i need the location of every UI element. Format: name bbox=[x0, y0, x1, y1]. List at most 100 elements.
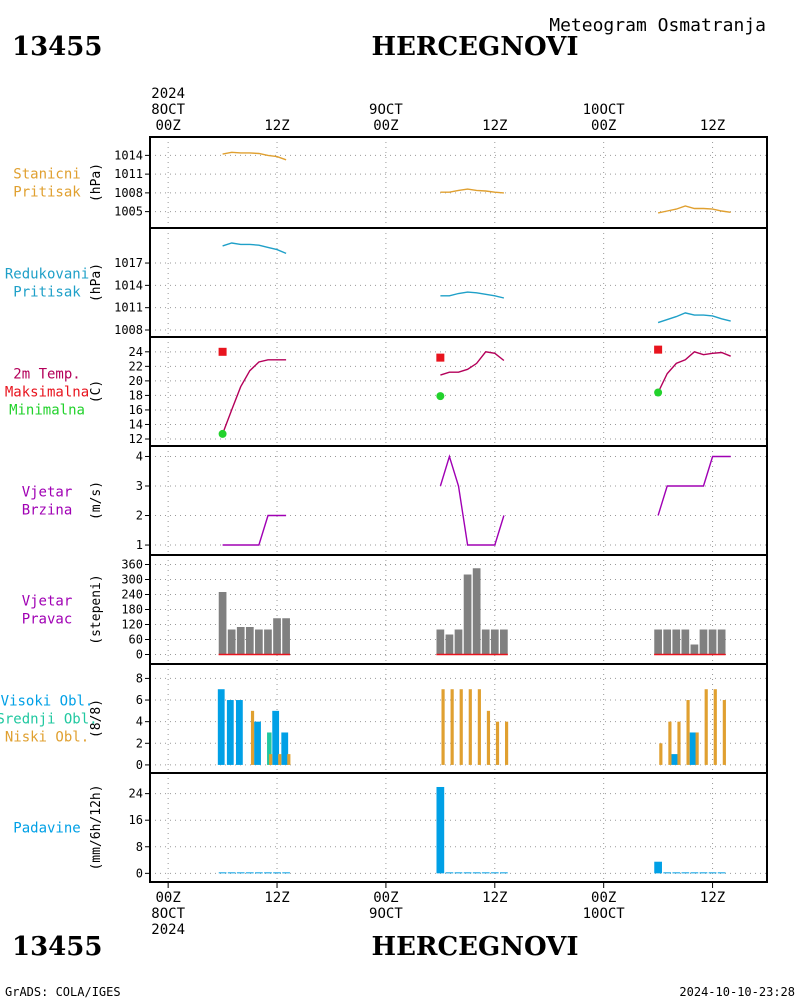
y-tick-label: 300 bbox=[121, 573, 143, 587]
bar-precipitation-0-4 bbox=[255, 872, 263, 874]
y-tick-label: 3 bbox=[136, 479, 143, 493]
unit-label: (m/s) bbox=[89, 481, 104, 520]
bar-cloud-cover-2-6 bbox=[459, 689, 463, 765]
bar-wind-direction-0-9 bbox=[445, 634, 454, 655]
y-tick-label: 1017 bbox=[114, 256, 143, 270]
panel-reduced-pressure: 1008 1011 1014 1017 (hPa)Redukovani Pritisak bbox=[5, 227, 768, 338]
time-label-top: 00Z bbox=[373, 118, 398, 134]
bar-cloud-cover-2-5 bbox=[450, 689, 454, 765]
y-tick-label: 8 bbox=[136, 671, 143, 685]
y-tick-label: 22 bbox=[129, 359, 143, 373]
time-label-top: 12Z bbox=[482, 118, 507, 134]
bar-cloud-cover-2-10 bbox=[495, 721, 500, 765]
bar-cloud-cover-2-13 bbox=[668, 721, 672, 765]
panel-label: Srednji Obl. bbox=[0, 712, 98, 728]
y-tick-label: 1014 bbox=[114, 278, 143, 292]
bar-precipitation-0-0 bbox=[218, 872, 227, 874]
y-tick-label: 24 bbox=[129, 787, 143, 801]
panel-wind-speed: 1 2 3 4 (m/s) Vjetar Brzina bbox=[22, 445, 768, 556]
panel-precipitation: 0 8 16 24 (mm/6h/12h) Padavine bbox=[13, 772, 768, 883]
marker-minimalna-0 bbox=[218, 429, 227, 438]
bar-precipitation-0-16 bbox=[654, 861, 662, 874]
bar-precipitation-0-15 bbox=[500, 872, 508, 874]
panel-frame bbox=[149, 136, 768, 229]
time-label-bottom: 00Z bbox=[373, 890, 398, 906]
bar-precipitation-0-2 bbox=[236, 872, 245, 874]
panel-cloud-cover: 0 2 4 6 8 (8/8)Visoki Obl. Srednji Obl. Niski O… bbox=[0, 663, 768, 774]
time-label-top: 10OCT bbox=[583, 102, 626, 118]
y-tick-label: 180 bbox=[121, 603, 143, 617]
bar-wind-direction-0-13 bbox=[481, 629, 490, 655]
y-tick-label: 0 bbox=[136, 866, 143, 880]
bar-cloud-cover-0-0 bbox=[217, 689, 225, 765]
panel-label: Padavine bbox=[13, 821, 80, 837]
panel-label: 2m Temp. bbox=[13, 367, 80, 383]
marker-maksimalna-2 bbox=[654, 345, 663, 354]
y-tick-label: 120 bbox=[121, 618, 143, 632]
bar-cloud-cover-0-3 bbox=[254, 721, 261, 765]
series-line-station-pressure-1 bbox=[440, 188, 504, 194]
bar-cloud-cover-2-17 bbox=[704, 689, 708, 765]
y-tick-label: 18 bbox=[129, 388, 143, 402]
bar-precipitation-0-11 bbox=[463, 872, 472, 874]
bar-precipitation-0-21 bbox=[699, 872, 708, 874]
bar-cloud-cover-2-9 bbox=[486, 710, 491, 765]
station-id-bottom: 13455 bbox=[12, 932, 102, 962]
bar-precipitation-0-1 bbox=[227, 872, 236, 874]
bar-precipitation-0-23 bbox=[717, 872, 726, 874]
series-line-temperature-1 bbox=[440, 351, 505, 376]
panel-label: Pravac bbox=[22, 612, 73, 628]
panel-label: Pritisak bbox=[13, 185, 81, 201]
panel-label: Pritisak bbox=[13, 285, 81, 301]
y-tick-label: 360 bbox=[121, 558, 143, 572]
marker-maksimalna-0 bbox=[218, 347, 227, 356]
marker-maksimalna-1 bbox=[436, 353, 445, 362]
bar-wind-direction-0-6 bbox=[273, 618, 281, 655]
y-tick-label: 20 bbox=[129, 374, 143, 388]
bar-cloud-cover-2-12 bbox=[659, 743, 663, 765]
series-line-station-pressure-0 bbox=[222, 151, 287, 161]
footer-timestamp: 2024-10-10-23:28 bbox=[679, 985, 795, 999]
panel-label: Niski Obl. bbox=[5, 730, 89, 746]
time-label-bottom: 2024 bbox=[151, 922, 185, 938]
y-tick-label: 240 bbox=[121, 588, 143, 602]
bar-precipitation-0-3 bbox=[245, 872, 254, 874]
panel-label: Vjetar bbox=[22, 594, 73, 610]
series-line-reduced-pressure-2 bbox=[657, 312, 731, 324]
series-line-station-pressure-2 bbox=[657, 205, 731, 214]
unit-label: (stepeni) bbox=[89, 574, 104, 644]
y-tick-label: 16 bbox=[129, 813, 143, 827]
bar-cloud-cover-2-19 bbox=[722, 700, 726, 765]
bar-cloud-cover-0-5 bbox=[281, 732, 289, 765]
series-line-wind-speed-1 bbox=[439, 454, 505, 546]
series-line-temperature-0 bbox=[221, 359, 287, 435]
bar-cloud-cover-2-11 bbox=[505, 721, 509, 765]
y-tick-label: 1011 bbox=[114, 301, 143, 315]
unit-label: (mm/6h/12h) bbox=[89, 784, 104, 870]
bar-cloud-cover-2-14 bbox=[677, 721, 681, 765]
bar-wind-direction-0-3 bbox=[245, 627, 254, 655]
bar-precipitation-0-5 bbox=[264, 872, 272, 874]
marker-minimalna-1 bbox=[436, 392, 445, 401]
grads-credit: GrADS: COLA/IGES bbox=[5, 985, 121, 999]
bar-wind-direction-0-18 bbox=[672, 629, 681, 655]
bar-precipitation-0-9 bbox=[445, 872, 454, 874]
bar-precipitation-0-17 bbox=[663, 872, 672, 874]
time-label-bottom: 9OCT bbox=[369, 906, 403, 922]
y-tick-label: 60 bbox=[129, 633, 143, 647]
time-label-top: 00Z bbox=[591, 118, 616, 134]
time-label-top: 12Z bbox=[700, 118, 725, 134]
bar-wind-direction-0-23 bbox=[717, 629, 726, 655]
bar-wind-direction-0-22 bbox=[708, 629, 717, 655]
bar-wind-direction-0-20 bbox=[690, 644, 699, 655]
bar-cloud-cover-0-2 bbox=[235, 700, 243, 765]
time-label-bottom: 12Z bbox=[482, 890, 507, 906]
bar-cloud-cover-1-0 bbox=[267, 732, 272, 765]
bar-cloud-cover-2-18 bbox=[713, 689, 717, 765]
time-label-top: 9OCT bbox=[369, 102, 403, 118]
bar-wind-direction-0-10 bbox=[454, 629, 463, 655]
y-tick-label: 0 bbox=[136, 758, 143, 772]
y-tick-label: 0 bbox=[136, 648, 143, 662]
time-label-top: 00Z bbox=[155, 118, 180, 134]
bar-cloud-cover-2-15 bbox=[686, 700, 690, 765]
